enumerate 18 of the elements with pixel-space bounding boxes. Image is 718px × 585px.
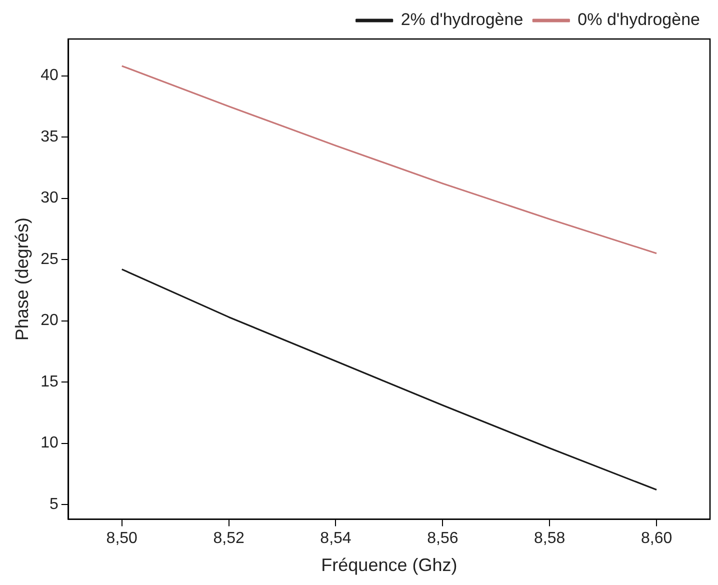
y-axis-title: Phase (degrés) <box>12 218 32 341</box>
y-tick-label: 15 <box>40 373 58 390</box>
y-tick-label: 40 <box>40 67 58 84</box>
legend-label: 0% d'hydrogène <box>578 10 700 30</box>
x-tick-label: 8,50 <box>106 530 138 548</box>
y-tick-label: 20 <box>40 312 58 330</box>
y-tick-label: 10 <box>40 434 58 452</box>
y-tick-label: 30 <box>40 190 58 207</box>
y-tick-label: 25 <box>40 250 58 268</box>
x-tick-label: 8,56 <box>427 530 458 548</box>
legend-label: 2% d'hydrogène <box>400 10 524 30</box>
x-tick-label: 8,60 <box>640 530 672 548</box>
x-tick-label: 8,54 <box>320 530 352 548</box>
y-tick-label: 35 <box>40 128 58 146</box>
y-tick-label: 5 <box>49 496 58 513</box>
x-tick-label: 8,58 <box>534 530 566 548</box>
x-axis-title: Fréquence (Ghz) <box>321 555 458 576</box>
x-tick-label: 8,52 <box>213 530 244 548</box>
